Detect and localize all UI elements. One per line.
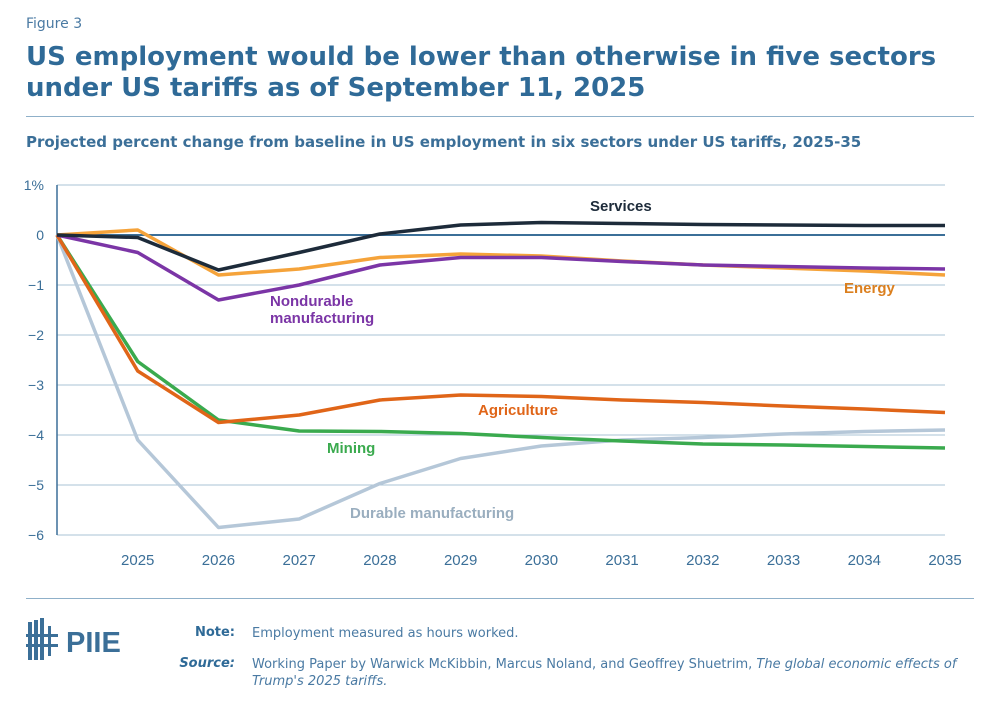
chart-title: US employment would be lower than otherw… [26,42,937,103]
series-line-mining [55,234,946,450]
y-tick-label: 0 [36,227,44,243]
series-label: Agriculture [478,402,558,419]
chart-subtitle: Projected percent change from baseline i… [26,133,862,151]
series-line-durable-manufacturing [55,234,946,530]
x-tick-label: 2034 [848,552,881,569]
series-line-services [56,220,945,272]
x-tick-label: 2030 [525,552,558,569]
note-label: Note: [194,625,235,640]
x-tick-label: 2035 [928,552,961,569]
piie-logo: PIIE [26,618,136,666]
x-tick-label: 2029 [444,552,477,569]
y-tick-label: 1% [24,177,44,193]
y-tick-label: −5 [28,477,44,493]
x-tick-label: 2031 [605,552,638,569]
series-label: Nondurable [270,293,353,310]
figure-label: Figure 3 [26,16,83,32]
line-chart: 1% 0 −1 −2 −3 −4 −5 −6 2025 2026 2027 2028 2029 2030 2… [24,177,962,569]
y-tick-label: −1 [28,277,44,293]
divider [26,598,974,599]
series-line-agriculture [55,234,946,425]
x-tick-label: 2033 [767,552,800,569]
x-tick-label: 2026 [202,552,235,569]
x-tick-label: 2028 [363,552,396,569]
series-label: Durable manufacturing [350,505,514,522]
x-tick-label: 2027 [282,552,315,569]
divider [26,116,974,117]
y-tick-label: −2 [28,327,44,343]
y-tick-label: −3 [28,377,44,393]
series-label: Mining [327,440,375,457]
series-label: manufacturing [270,310,374,327]
series-label: Services [590,198,652,215]
note-text: Employment measured as hours worked. [252,626,519,641]
series-label: Energy [844,280,896,297]
x-tick-label: 2032 [686,552,719,569]
x-tick-label: 2025 [121,552,154,569]
svg-text:PIIE: PIIE [66,627,121,659]
source-text: Working Paper by Warwick McKibbin, Marcu… [252,656,972,690]
source-label: Source: [179,656,235,671]
y-tick-label: −6 [28,527,44,543]
series-line-nondurable-manufacturing [56,233,946,302]
y-tick-label: −4 [28,427,44,443]
source-authors: Working Paper by Warwick McKibbin, Marcu… [252,657,757,672]
source-title: The global economic effects of Trump's 2… [252,657,957,689]
